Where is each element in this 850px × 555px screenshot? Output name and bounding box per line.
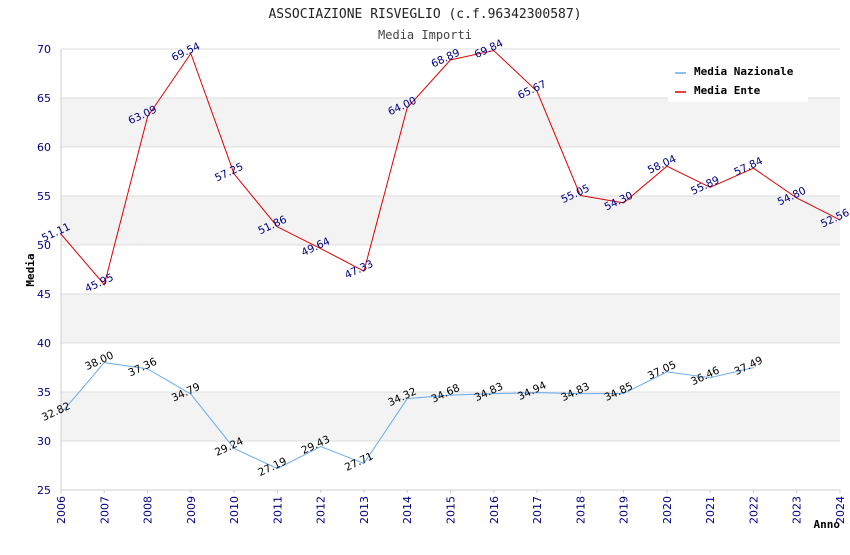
y-tick-label: 45 — [37, 288, 51, 301]
grid-lines — [61, 48, 840, 491]
x-tick-label: 2016 — [488, 496, 501, 524]
data-point — [406, 398, 408, 400]
y-axis-label: Media — [24, 253, 37, 286]
data-point — [752, 367, 754, 369]
y-tick-label: 30 — [37, 435, 51, 448]
x-tick-label: 2015 — [445, 496, 458, 524]
legend: Media Nazionale Media Ente — [668, 58, 808, 102]
y-tick-label: 35 — [37, 386, 51, 399]
y-tick-label: 60 — [37, 141, 51, 154]
series-lines — [60, 50, 841, 470]
data-point — [60, 412, 62, 414]
legend-label-media-ente: Media Ente — [694, 84, 761, 97]
x-axis-label: Anno — [814, 518, 841, 531]
x-tick-label: 2007 — [98, 496, 111, 524]
y-tick-label: 55 — [37, 190, 51, 203]
data-point — [666, 371, 668, 373]
data-point — [623, 202, 625, 204]
data-point — [406, 107, 408, 109]
data-point — [579, 393, 581, 395]
data-point — [536, 392, 538, 394]
legend-label-media-nazionale: Media Nazionale — [694, 65, 794, 78]
data-point — [709, 186, 711, 188]
x-tick-label: 2018 — [574, 496, 587, 524]
data-point — [320, 446, 322, 448]
data-point — [363, 462, 365, 464]
x-tick-label: 2011 — [271, 496, 284, 524]
x-tick-label: 2009 — [185, 496, 198, 524]
x-tick-label: 2014 — [401, 496, 414, 524]
data-point — [190, 393, 192, 395]
data-point — [103, 284, 105, 286]
data-point — [147, 368, 149, 370]
data-point — [147, 116, 149, 118]
x-tick-label: 2022 — [747, 496, 760, 524]
x-tick-label: 2024 — [834, 496, 847, 524]
x-tick-label: 2012 — [315, 496, 328, 524]
y-axis-ticks: 25 30 35 40 45 50 55 60 65 70 — [37, 43, 51, 497]
y-tick-label: 40 — [37, 337, 51, 350]
x-tick-label: 2006 — [55, 496, 68, 524]
x-tick-label: 2010 — [228, 496, 241, 524]
data-point — [493, 393, 495, 395]
data-point — [796, 197, 798, 199]
data-point — [60, 233, 62, 235]
data-point — [320, 248, 322, 250]
y-tick-label: 25 — [37, 484, 51, 497]
grid-bands — [61, 49, 840, 490]
x-tick-label: 2020 — [661, 496, 674, 524]
y-tick-label: 65 — [37, 92, 51, 105]
chart-subtitle: Media Importi — [378, 28, 472, 42]
grid-band — [61, 441, 840, 490]
grid-band — [61, 343, 840, 392]
data-point — [450, 59, 451, 61]
grid-band — [61, 98, 840, 147]
data-point — [363, 270, 365, 272]
data-point — [276, 468, 278, 470]
legend-box — [668, 58, 808, 102]
grid-band — [61, 294, 840, 343]
data-point — [709, 377, 711, 379]
grid-band — [61, 196, 840, 245]
data-point — [536, 90, 538, 92]
x-tick-label: 2013 — [358, 496, 371, 524]
x-tick-label: 2019 — [618, 496, 631, 524]
y-tick-label: 50 — [37, 239, 51, 252]
data-point — [623, 392, 625, 394]
data-point — [450, 394, 451, 396]
y-tick-label: 70 — [37, 43, 51, 56]
grid-band — [61, 245, 840, 294]
data-point — [666, 165, 668, 167]
data-point — [233, 173, 235, 175]
data-point — [493, 50, 495, 52]
x-axis-ticks: 2006 2007 2008 2009 2010 2011 2012 2013 2014 2015… — [55, 490, 847, 524]
data-point — [190, 53, 192, 55]
x-tick-label: 2023 — [791, 496, 804, 524]
chart-title: ASSOCIAZIONE RISVEGLIO (c.f.96342300587) — [268, 7, 581, 22]
grid-band — [61, 392, 840, 441]
data-point — [103, 362, 105, 364]
x-tick-label: 2008 — [142, 496, 155, 524]
grid-band — [61, 147, 840, 196]
data-point — [839, 219, 841, 221]
data-point — [233, 447, 235, 449]
data-point — [752, 167, 754, 169]
data-point — [276, 226, 278, 228]
x-tick-label: 2021 — [704, 496, 717, 524]
data-point — [579, 195, 581, 197]
x-tick-label: 2017 — [531, 496, 544, 524]
